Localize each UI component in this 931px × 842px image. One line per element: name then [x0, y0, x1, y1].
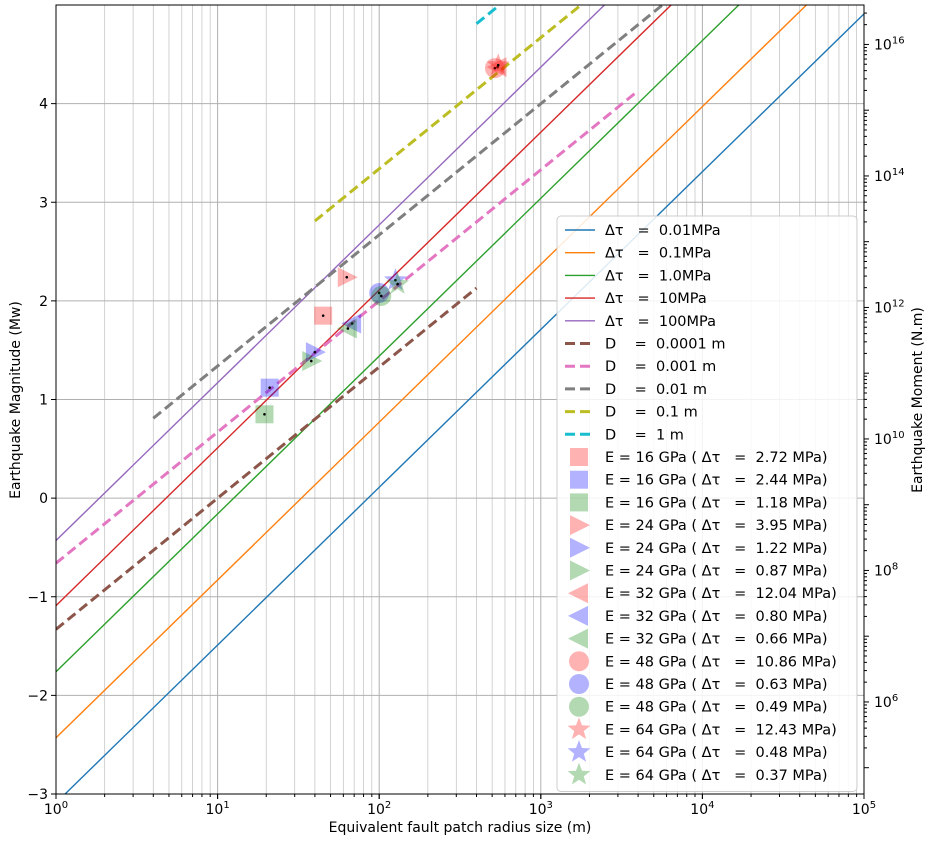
legend-label: D = 1 m: [605, 427, 684, 443]
y-tick-label: 1: [39, 393, 48, 409]
legend-label: D = 0.0001 m: [605, 337, 725, 353]
stress-line: [56, 5, 673, 607]
data-point-center: [396, 282, 399, 286]
displacement-line: [475, 5, 502, 25]
legend-swatch: [569, 674, 589, 694]
legend-label: E = 32 GPa ( Δτ = 0.66 MPa): [605, 632, 828, 648]
data-point-center: [493, 66, 497, 70]
data-point-center: [350, 322, 354, 325]
x-tick-label: 100: [44, 800, 68, 818]
legend-label: E = 32 GPa ( Δτ = 0.80 MPa): [605, 609, 828, 625]
x-tick-label: 102: [367, 800, 391, 818]
displacement-line: [56, 89, 640, 565]
y2-tick-label: 1012: [874, 298, 905, 316]
y-tick-label: −1: [27, 590, 48, 606]
legend-swatch: [570, 470, 588, 489]
legend-swatch: [570, 515, 590, 536]
legend-swatch: [568, 628, 588, 649]
legend-label: E = 16 GPa ( Δτ = 2.44 MPa): [605, 473, 828, 489]
legend-label: E = 24 GPa ( Δτ = 0.87 MPa): [605, 564, 828, 580]
legend-box: [556, 215, 858, 792]
y2-axis-label: Earthquake Moment (N.m): [910, 307, 926, 493]
legend-swatch: [570, 560, 590, 581]
legend-label: D = 0.1 m: [605, 405, 698, 421]
displacement-line: [56, 286, 478, 631]
x-tick-label: 105: [852, 800, 876, 818]
y-tick-label: 0: [39, 491, 48, 507]
legend-label: E = 16 GPa ( Δτ = 1.18 MPa): [605, 495, 828, 511]
y-tick-label: −3: [27, 787, 48, 803]
data-point-center: [379, 294, 383, 298]
legend-label: E = 24 GPa ( Δτ = 3.95 MPa): [605, 518, 828, 534]
data-point-center: [263, 412, 266, 416]
legend-swatch: [567, 740, 591, 762]
x-axis-label: Equivalent fault patch radius size (m): [329, 820, 592, 836]
legend-label: E = 64 GPa ( Δτ = 12.43 MPa): [605, 722, 837, 738]
legend-swatch: [568, 605, 588, 626]
data-point-center: [496, 63, 500, 67]
legend-label: Δτ = 1.0MPa: [605, 268, 711, 284]
legend-label: Δτ = 100MPa: [605, 314, 716, 330]
legend-swatch: [567, 762, 591, 785]
data-point-center: [321, 314, 325, 317]
legend-label: E = 48 GPa ( Δτ = 0.49 MPa): [605, 700, 828, 716]
legend-swatch: [570, 493, 588, 512]
stress-line: [56, 5, 808, 739]
legend-label: E = 24 GPa ( Δτ = 1.22 MPa): [605, 541, 828, 557]
legend-label: E = 32 GPa ( Δτ = 12.04 MPa): [605, 586, 837, 602]
legend-label: Δτ = 10MPa: [605, 291, 707, 307]
legend-swatch: [570, 448, 588, 466]
y2-tick-label: 1014: [874, 167, 905, 185]
legend-label: Δτ = 0.01MPa: [605, 223, 721, 239]
stress-line: [56, 5, 606, 542]
y2-tick-label: 1010: [874, 430, 905, 448]
legend-swatch: [569, 696, 589, 717]
data-point-center: [346, 327, 350, 330]
y-tick-label: 3: [39, 195, 48, 211]
x-tick-label: 103: [529, 800, 553, 818]
axes: −3 −2 −1 0 1 2 3 4 100 101 102 103 104 105 106 108 1010 1…: [27, 12, 905, 818]
displacement-line: [313, 5, 584, 223]
y-tick-label: 4: [39, 97, 48, 113]
displacement-line: [152, 5, 665, 420]
y2-tick-label: 106: [874, 693, 898, 711]
data-point-center: [345, 275, 349, 279]
stress-line: [56, 5, 740, 673]
x-tick-label: 104: [690, 800, 714, 818]
data-point-center: [313, 350, 317, 354]
legend-swatch: [567, 717, 591, 740]
legend-swatch: [568, 583, 588, 604]
plot-series: [56, 5, 864, 794]
x-tick-label: 101: [205, 800, 229, 818]
legend-label: D = 0.001 m: [605, 359, 716, 375]
data-point-center: [496, 65, 499, 69]
legend-label: E = 48 GPa ( Δτ = 0.63 MPa): [605, 677, 828, 693]
y-axis-label: Earthquake Magnitude (Mw): [8, 301, 24, 499]
legend-label: E = 64 GPa ( Δτ = 0.37 MPa): [605, 768, 828, 784]
legend: Δτ = 0.01MPa Δτ = 0.1MPa Δτ = 1.0MPa Δτ = 1…: [556, 215, 858, 792]
y2-tick-label: 1016: [874, 35, 905, 53]
data-point-center: [377, 291, 381, 295]
legend-label: E = 64 GPa ( Δτ = 0.48 MPa): [605, 745, 828, 761]
y-tick-label: −2: [27, 688, 48, 704]
legend-swatch: [569, 651, 589, 672]
legend-label: Δτ = 0.1MPa: [605, 246, 711, 262]
y2-tick-label: 108: [874, 561, 898, 579]
y-tick-label: 2: [39, 294, 48, 310]
data-point-center: [394, 278, 397, 282]
data-point-center: [309, 359, 313, 363]
data-point-center: [268, 386, 271, 389]
legend-label: E = 48 GPa ( Δτ = 10.86 MPa): [605, 654, 837, 670]
legend-label: D = 0.01 m: [605, 382, 707, 398]
stress-line: [64, 13, 864, 794]
legend-label: E = 16 GPa ( Δτ = 2.72 MPa): [605, 450, 828, 466]
legend-swatch: [570, 537, 590, 558]
